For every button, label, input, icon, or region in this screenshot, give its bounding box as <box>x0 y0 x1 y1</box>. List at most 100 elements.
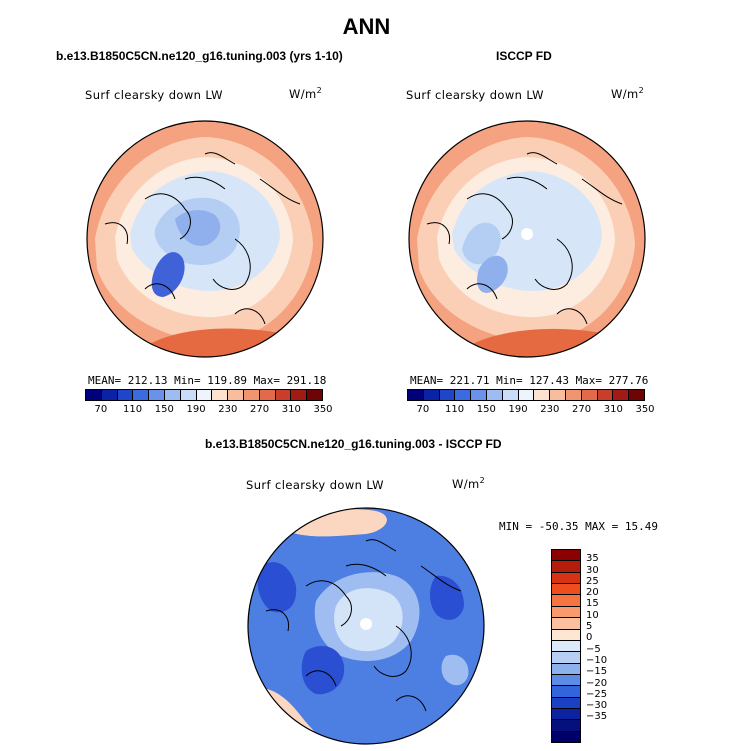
figure-title: ANN <box>342 14 391 39</box>
colorbar-swatch <box>423 390 440 400</box>
colorbar-tick-label: 35 <box>586 553 599 565</box>
colorbar-tick-label: 110 <box>445 404 465 415</box>
colorbar-swatch <box>117 390 134 400</box>
colorbar-swatch <box>552 629 580 641</box>
colorbar-tick-label: 230 <box>540 404 560 415</box>
panel1-polar-map <box>86 120 324 358</box>
colorbar-tick-label: −20 <box>586 677 608 689</box>
colorbar-tick-label: 150 <box>154 404 174 415</box>
colorbar-swatch <box>552 731 580 743</box>
colorbar-swatch <box>552 697 580 710</box>
colorbar-tick-label: 5 <box>586 621 593 633</box>
colorbar-tick-label: 230 <box>218 404 238 415</box>
colorbar-swatch <box>212 390 229 400</box>
panel3-stats: MIN = -50.35 MAX = 15.49 <box>499 520 658 533</box>
panel2-polar-map <box>408 120 646 358</box>
colorbar-swatch <box>439 390 456 400</box>
panel2-stats: MEAN= 221.71 Min= 127.43 Max= 277.76 <box>410 374 649 387</box>
colorbar-tick-label: 20 <box>586 587 599 599</box>
colorbar-tick-label: 150 <box>476 404 496 415</box>
colorbar-swatch <box>164 390 181 400</box>
colorbar-swatch <box>552 618 580 630</box>
panel1-colorbar-ticks: 70 110 150 190 230 270 310 350 <box>85 401 332 415</box>
colorbar-tick-label: −30 <box>586 700 608 712</box>
colorbar-swatch <box>275 390 292 400</box>
colorbar-swatch <box>86 390 102 400</box>
colorbar-swatch <box>550 390 566 400</box>
colorbar-swatch <box>565 390 582 400</box>
colorbar-tick-label: 190 <box>186 404 206 415</box>
panel1-stats: MEAN= 212.13 Min= 119.89 Max= 291.18 <box>88 374 327 387</box>
panel3-variable-label: Surf clearsky down LW <box>246 478 384 492</box>
panel1-colorbar-swatches <box>85 389 323 401</box>
colorbar-swatch <box>552 663 580 675</box>
colorbar-swatch <box>408 390 424 400</box>
panel2-variable-label: Surf clearsky down LW <box>406 88 544 102</box>
colorbar-tick-label: 310 <box>603 404 623 415</box>
colorbar-tick-label: 110 <box>123 404 143 415</box>
colorbar-tick-label: −15 <box>586 666 608 678</box>
colorbar-tick-label: −5 <box>586 643 601 655</box>
colorbar-swatch <box>597 390 614 400</box>
panel3-units: W/m2 <box>452 476 486 491</box>
colorbar-swatch <box>502 390 519 400</box>
colorbar-swatch <box>552 686 580 698</box>
colorbar-swatch <box>149 390 165 400</box>
colorbar-swatch <box>552 584 580 596</box>
colorbar-tick-label: 15 <box>586 598 599 610</box>
colorbar-swatch <box>552 674 580 687</box>
colorbar-swatch <box>613 390 630 400</box>
colorbar-tick-label: 70 <box>416 404 430 415</box>
panel2-units: W/m2 <box>611 86 645 101</box>
colorbar-tick-label: −10 <box>586 654 608 666</box>
panel1-variable-label: Surf clearsky down LW <box>85 88 223 102</box>
panel3-title: b.e13.B1850C5CN.ne120_g16.tuning.003 - I… <box>205 437 502 451</box>
panel3-polar-map <box>247 507 485 745</box>
colorbar-swatch <box>552 561 580 573</box>
colorbar-swatch <box>552 595 580 607</box>
colorbar-swatch <box>629 390 644 400</box>
colorbar-swatch <box>196 390 213 400</box>
colorbar-swatch <box>552 652 580 664</box>
panel1-units: W/m2 <box>289 86 323 101</box>
colorbar-tick-label: 25 <box>586 575 599 587</box>
colorbar-tick-label: 270 <box>571 404 592 415</box>
colorbar-swatch <box>101 390 118 400</box>
colorbar-swatch <box>581 390 598 400</box>
colorbar-swatch <box>552 572 580 585</box>
colorbar-tick-label: −35 <box>586 711 608 723</box>
colorbar-swatch <box>486 390 503 400</box>
colorbar-tick-label: 350 <box>313 404 333 415</box>
colorbar-swatch <box>552 606 580 619</box>
colorbar-tick-label: 350 <box>635 404 655 415</box>
colorbar-swatch <box>552 550 580 562</box>
colorbar-tick-label: 270 <box>249 404 270 415</box>
panel2-colorbar-swatches <box>407 389 645 401</box>
colorbar-tick-label: 0 <box>586 632 593 644</box>
colorbar-swatch <box>307 390 322 400</box>
colorbar-swatch <box>291 390 308 400</box>
colorbar-swatch <box>228 390 244 400</box>
colorbar-swatch <box>243 390 260 400</box>
colorbar-tick-label: 310 <box>281 404 301 415</box>
colorbar-tick-label: 190 <box>508 404 528 415</box>
colorbar-tick-label: −25 <box>586 688 608 700</box>
panel1-title: b.e13.B1850C5CN.ne120_g16.tuning.003 (yr… <box>56 49 343 63</box>
colorbar-swatch <box>133 390 150 400</box>
colorbar-swatch <box>552 640 580 653</box>
colorbar-swatch <box>518 390 535 400</box>
colorbar-swatch <box>180 390 197 400</box>
colorbar-tick-label: 30 <box>586 564 599 576</box>
panel1-colorbar: 70 110 150 190 230 270 310 350 <box>85 389 333 415</box>
panel2-colorbar: 70 110 150 190 230 270 310 350 <box>407 389 655 415</box>
colorbar-tick-label: 70 <box>94 404 108 415</box>
panel2-colorbar-ticks: 70 110 150 190 230 270 310 350 <box>407 401 654 415</box>
colorbar-swatch <box>552 720 580 732</box>
panel3-colorbar <box>551 549 581 743</box>
colorbar-swatch <box>552 709 580 721</box>
colorbar-swatch <box>534 390 551 400</box>
colorbar-swatch <box>455 390 472 400</box>
colorbar-swatch <box>471 390 487 400</box>
colorbar-swatch <box>259 390 276 400</box>
panel2-title: ISCCP FD <box>496 49 552 63</box>
